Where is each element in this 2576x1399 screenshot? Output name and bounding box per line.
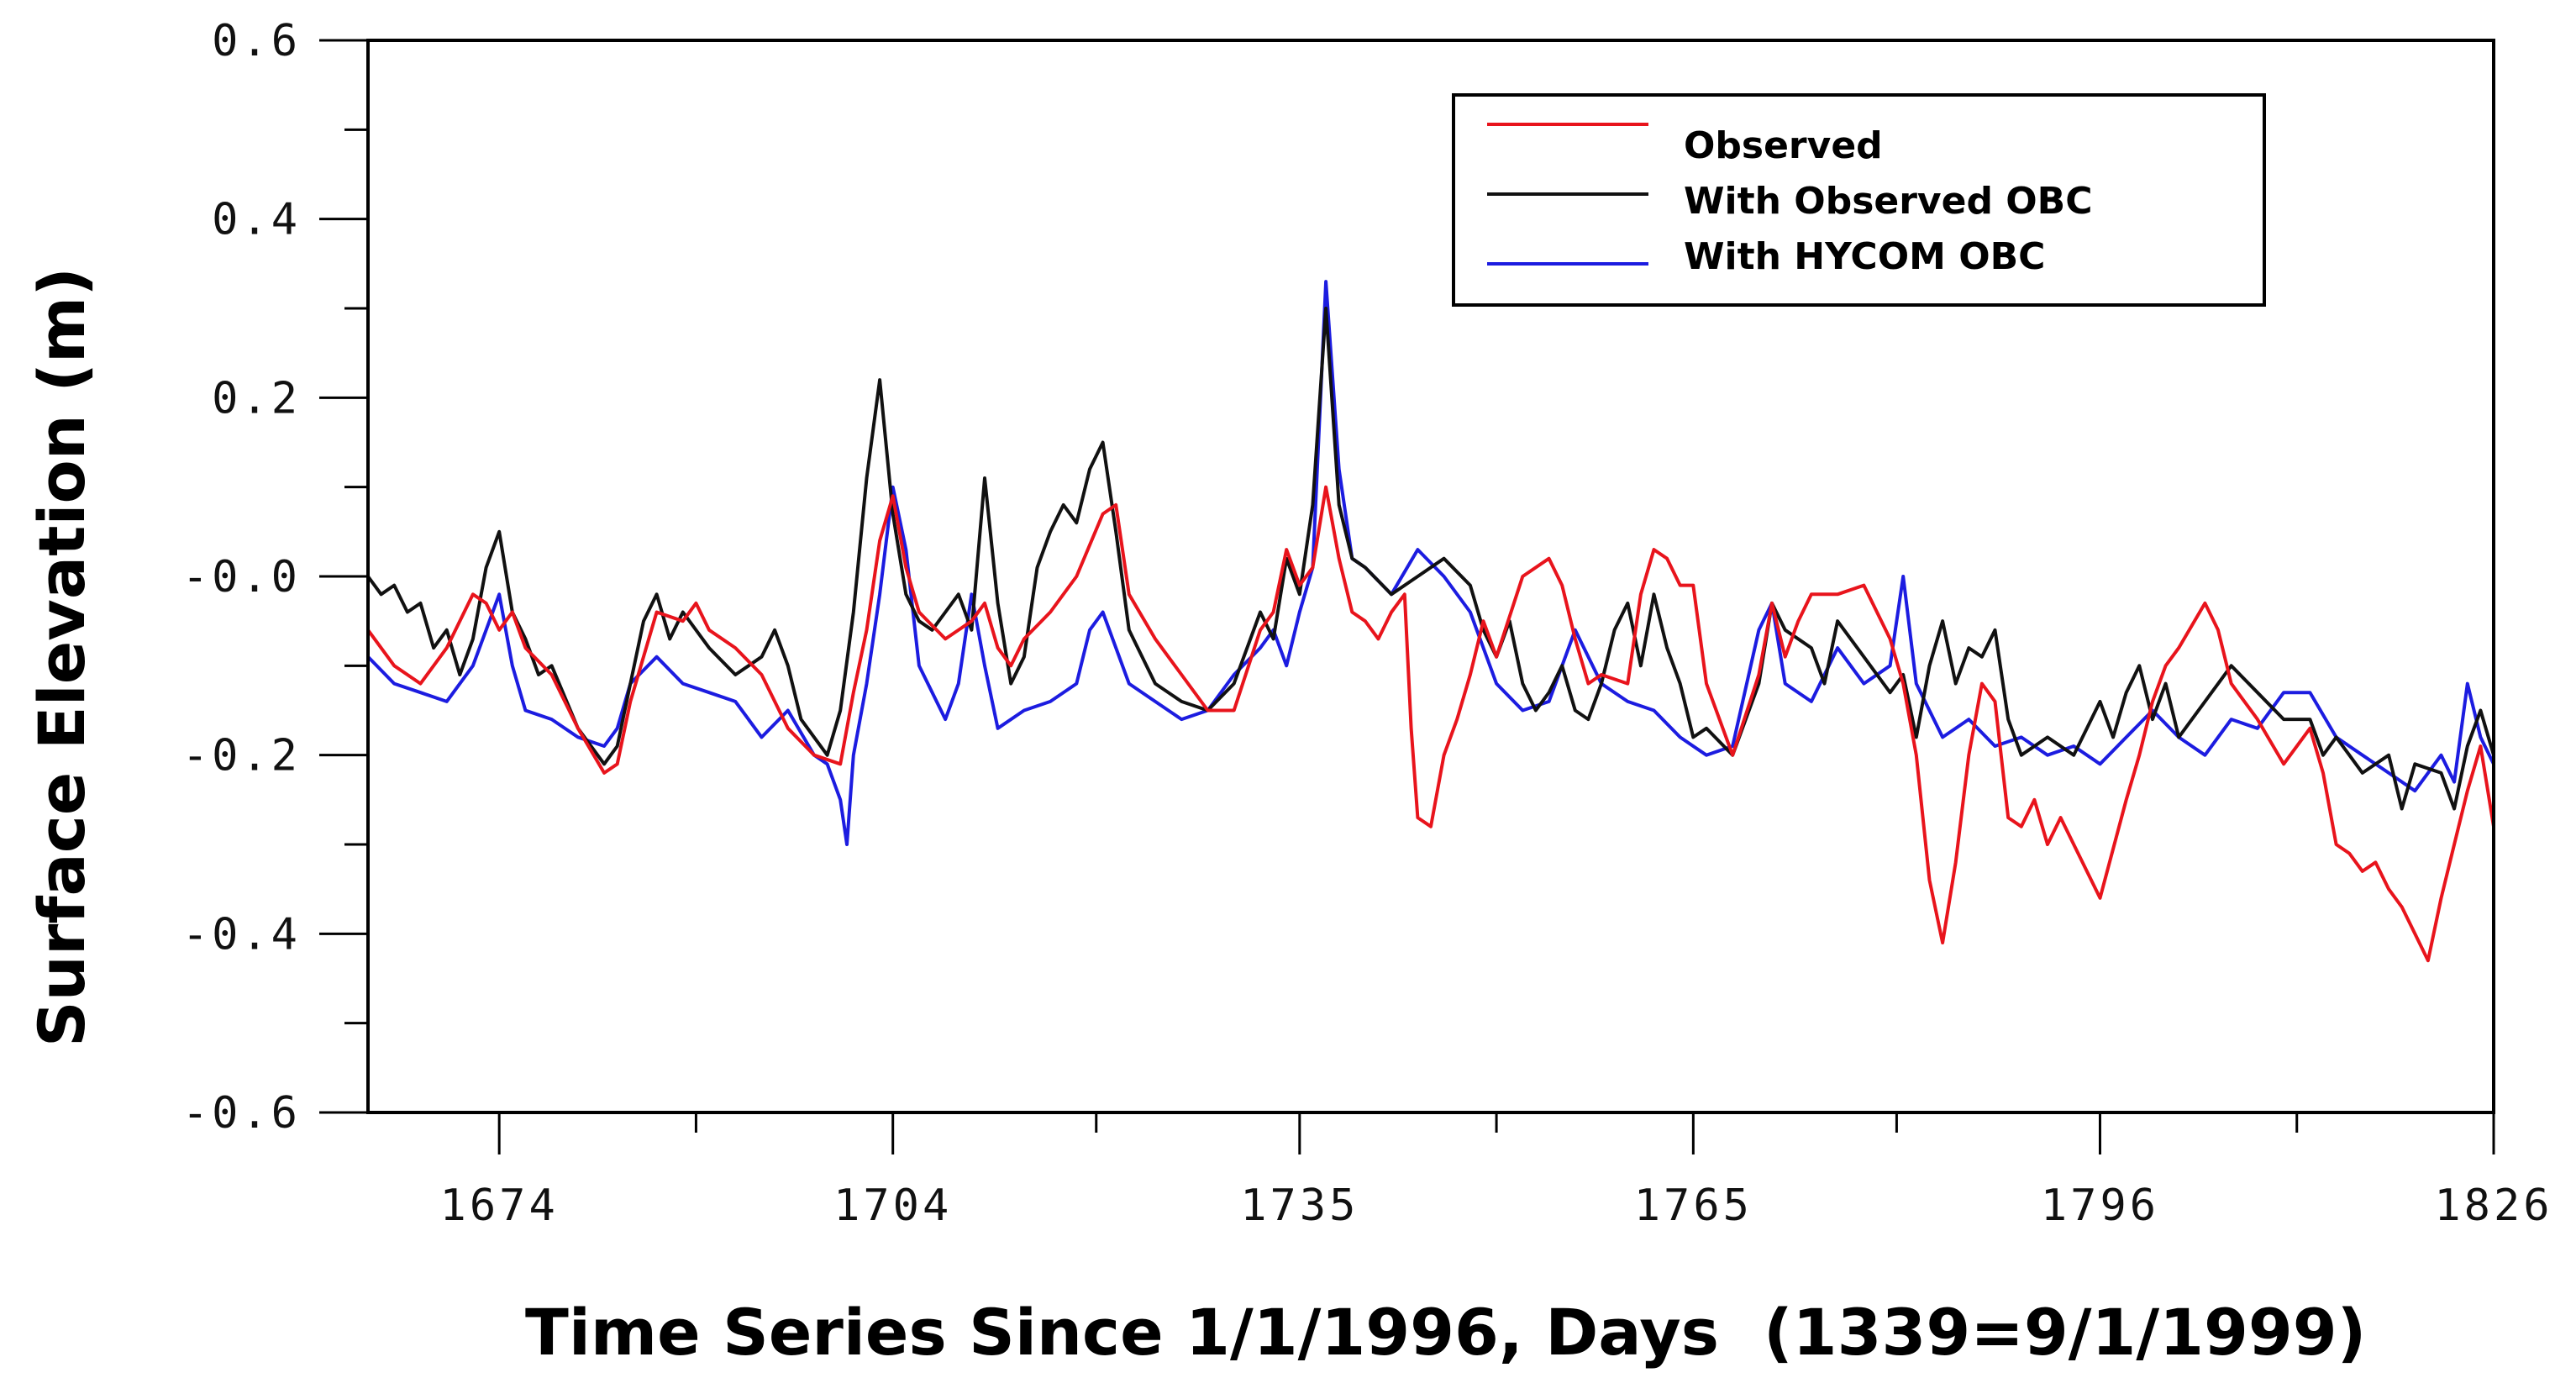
legend-box — [1452, 93, 2266, 307]
y-tick-label: 0.2 — [212, 373, 301, 423]
x-tick-label: 1735 — [1240, 1181, 1359, 1231]
x-tick-label: 1796 — [2041, 1181, 2159, 1231]
y-tick-label: -0.2 — [182, 731, 301, 781]
y-axis-title: Surface Elevation (m) — [24, 267, 99, 1047]
x-tick-label: 1765 — [1634, 1181, 1753, 1231]
legend-label-with-observed-obc: With Observed OBC — [1684, 180, 2093, 223]
y-tick-label: 0.6 — [212, 16, 301, 66]
x-tick-label: 1826 — [2434, 1181, 2552, 1231]
series-layer — [368, 280, 2494, 963]
series-line-with-observed-obc — [368, 307, 2494, 811]
legend-label-with-hycom-obc: With HYCOM OBC — [1684, 235, 2045, 278]
plot-frame — [366, 39, 2495, 1114]
legend: Observed With Observed OBC With HYCOM OB… — [1452, 93, 2266, 307]
series-line-with-hycom-obc — [368, 280, 2494, 846]
y-tick-label: -0.0 — [182, 552, 301, 602]
x-tick-label: 1674 — [440, 1181, 559, 1231]
x-axis-ticks: 1674 1704 1735 1765 1796 1826 — [440, 1112, 2552, 1231]
x-tick-label: 1704 — [833, 1181, 952, 1231]
legend-label-observed: Observed — [1684, 124, 1883, 167]
series-line-observed — [368, 485, 2494, 963]
y-tick-label: -0.4 — [182, 909, 301, 960]
y-tick-label: -0.6 — [182, 1088, 301, 1139]
x-axis-title: Time Series Since 1/1/1996, Days (1339=9… — [525, 1295, 2366, 1370]
y-tick-label: 0.4 — [212, 195, 301, 245]
y-axis-ticks: 0.6 0.4 0.2 -0.0 -0.2 -0.4 -0.6 — [182, 16, 368, 1139]
